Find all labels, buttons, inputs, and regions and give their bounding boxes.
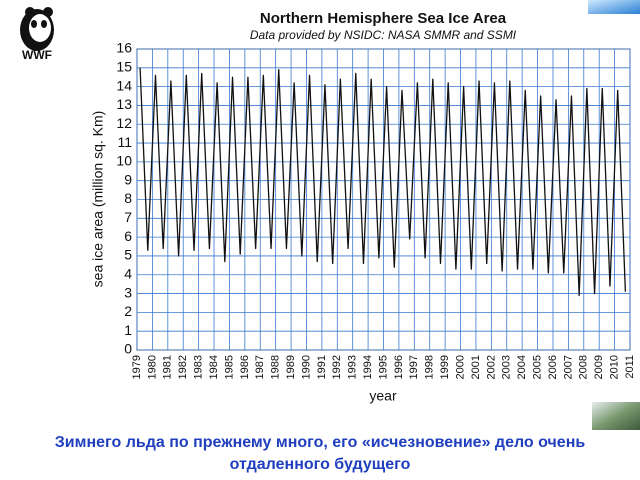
x-tick-label: 1998 [424, 355, 436, 379]
chart: WWF Northern Hemisphere Sea Ice Area Dat… [20, 0, 640, 430]
x-tick-label: 2010 [609, 355, 621, 379]
x-tick-label: 1980 [146, 355, 158, 379]
y-tick-label: 5 [124, 247, 132, 263]
y-tick-label: 7 [124, 209, 132, 225]
y-tick-label: 16 [116, 40, 132, 56]
x-tick-label: 2007 [562, 355, 574, 379]
x-tick-label: 1990 [300, 355, 312, 379]
y-tick-label: 2 [124, 303, 132, 319]
x-tick-label: 1991 [316, 355, 328, 379]
x-tick-label: 1994 [362, 355, 374, 379]
y-tick-label: 11 [117, 134, 132, 150]
caption-line: Зимнего льда по прежнему много, его «исч… [54, 434, 586, 451]
wwf-logo: WWF [20, 7, 54, 62]
y-tick-label: 0 [124, 341, 132, 357]
x-tick-label: 1993 [347, 355, 359, 379]
x-tick-label: 1997 [408, 355, 420, 379]
x-tick-label: 1992 [331, 355, 343, 379]
caption: Зимнего льда по прежнему много, его «исч… [0, 432, 640, 476]
y-tick-label: 8 [124, 190, 132, 206]
x-tick-label: 1988 [270, 355, 282, 379]
x-tick-label: 1987 [254, 355, 266, 379]
x-tick-label: 1981 [162, 355, 174, 379]
x-tick-label: 2009 [593, 355, 605, 379]
y-tick-label: 12 [116, 115, 132, 131]
x-tick-label: 2008 [578, 355, 590, 379]
x-tick-label: 2001 [470, 355, 482, 379]
x-tick-label: 1986 [239, 355, 251, 379]
x-tick-label: 1996 [393, 355, 405, 379]
x-tick-label: 2000 [454, 355, 466, 379]
y-tick-label: 3 [124, 284, 132, 300]
y-tick-label: 14 [116, 77, 132, 93]
x-tick-label: 1989 [285, 355, 297, 379]
x-tick-label: 2006 [547, 355, 559, 379]
x-tick-label: 1984 [208, 355, 220, 379]
chart-subtitle: Data provided by NSIDC: NASA SMMR and SS… [250, 28, 517, 42]
x-tick-label: 1979 [131, 355, 143, 379]
y-tick-label: 1 [124, 322, 132, 338]
y-tick-label: 6 [124, 228, 132, 244]
x-tick-label: 1999 [439, 355, 451, 379]
x-axis-label: year [369, 388, 397, 404]
y-tick-label: 10 [116, 153, 132, 169]
logo-text: WWF [22, 48, 52, 62]
y-tick-label: 9 [124, 171, 132, 187]
y-tick-label: 15 [116, 59, 132, 75]
corner-image [588, 0, 640, 14]
chart-title: Northern Hemisphere Sea Ice Area [260, 10, 507, 27]
x-tick-label: 2003 [501, 355, 513, 379]
caption-line: отдаленного будущего [229, 456, 411, 473]
x-tick-label: 2005 [531, 355, 543, 379]
x-tick-label: 1983 [193, 355, 205, 379]
x-tick-label: 1985 [223, 355, 235, 379]
x-tick-label: 2004 [516, 355, 528, 379]
x-tick-label: 2011 [624, 355, 636, 379]
x-tick-label: 1995 [377, 355, 389, 379]
y-tick-label: 4 [124, 265, 132, 281]
x-tick-label: 1982 [177, 355, 189, 379]
x-tick-label: 2002 [485, 355, 497, 379]
y-tick-label: 13 [116, 96, 132, 112]
corner-photo [592, 402, 640, 430]
data-line [139, 67, 627, 297]
y-axis-label: sea ice area (million sq. Km) [90, 111, 106, 288]
